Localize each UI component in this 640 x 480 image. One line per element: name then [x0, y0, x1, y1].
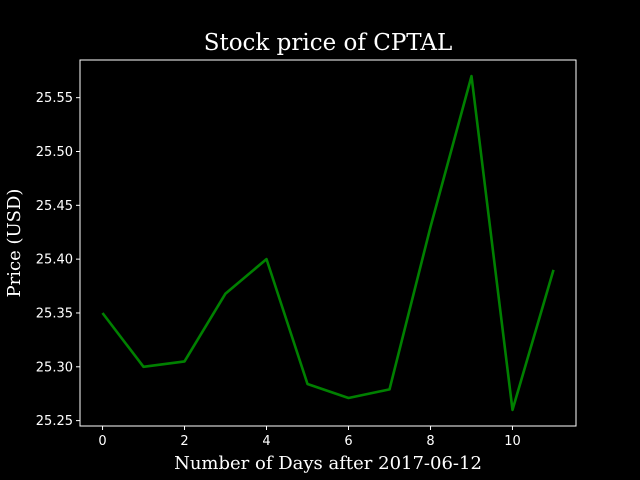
x-tick-label: 0 — [98, 434, 106, 449]
y-tick-label: 25.25 — [36, 414, 73, 429]
y-tick-label: 25.40 — [36, 253, 73, 268]
chart-title: Stock price of CPTAL — [204, 30, 453, 56]
x-tick-label: 4 — [262, 434, 270, 449]
y-tick-label: 25.30 — [36, 360, 73, 375]
y-axis-label: Price (USD) — [4, 189, 25, 298]
y-tick-label: 25.35 — [36, 306, 73, 321]
y-tick-label: 25.55 — [36, 91, 73, 106]
y-tick-label: 25.45 — [36, 199, 73, 214]
x-tick-label: 6 — [344, 434, 352, 449]
plot-frame — [79, 59, 577, 427]
plot-area: 0 2 4 6 8 10 25.25 25.30 25.35 25.40 25.45 25.50 25.… — [36, 59, 577, 449]
x-tick-label: 8 — [426, 434, 434, 449]
series-line — [101, 74, 555, 412]
x-tick-label: 2 — [180, 434, 188, 449]
x-tick-label: 10 — [504, 434, 521, 449]
x-axis-label: Number of Days after 2017-06-12 — [174, 453, 482, 474]
y-tick-label: 25.50 — [36, 145, 73, 160]
